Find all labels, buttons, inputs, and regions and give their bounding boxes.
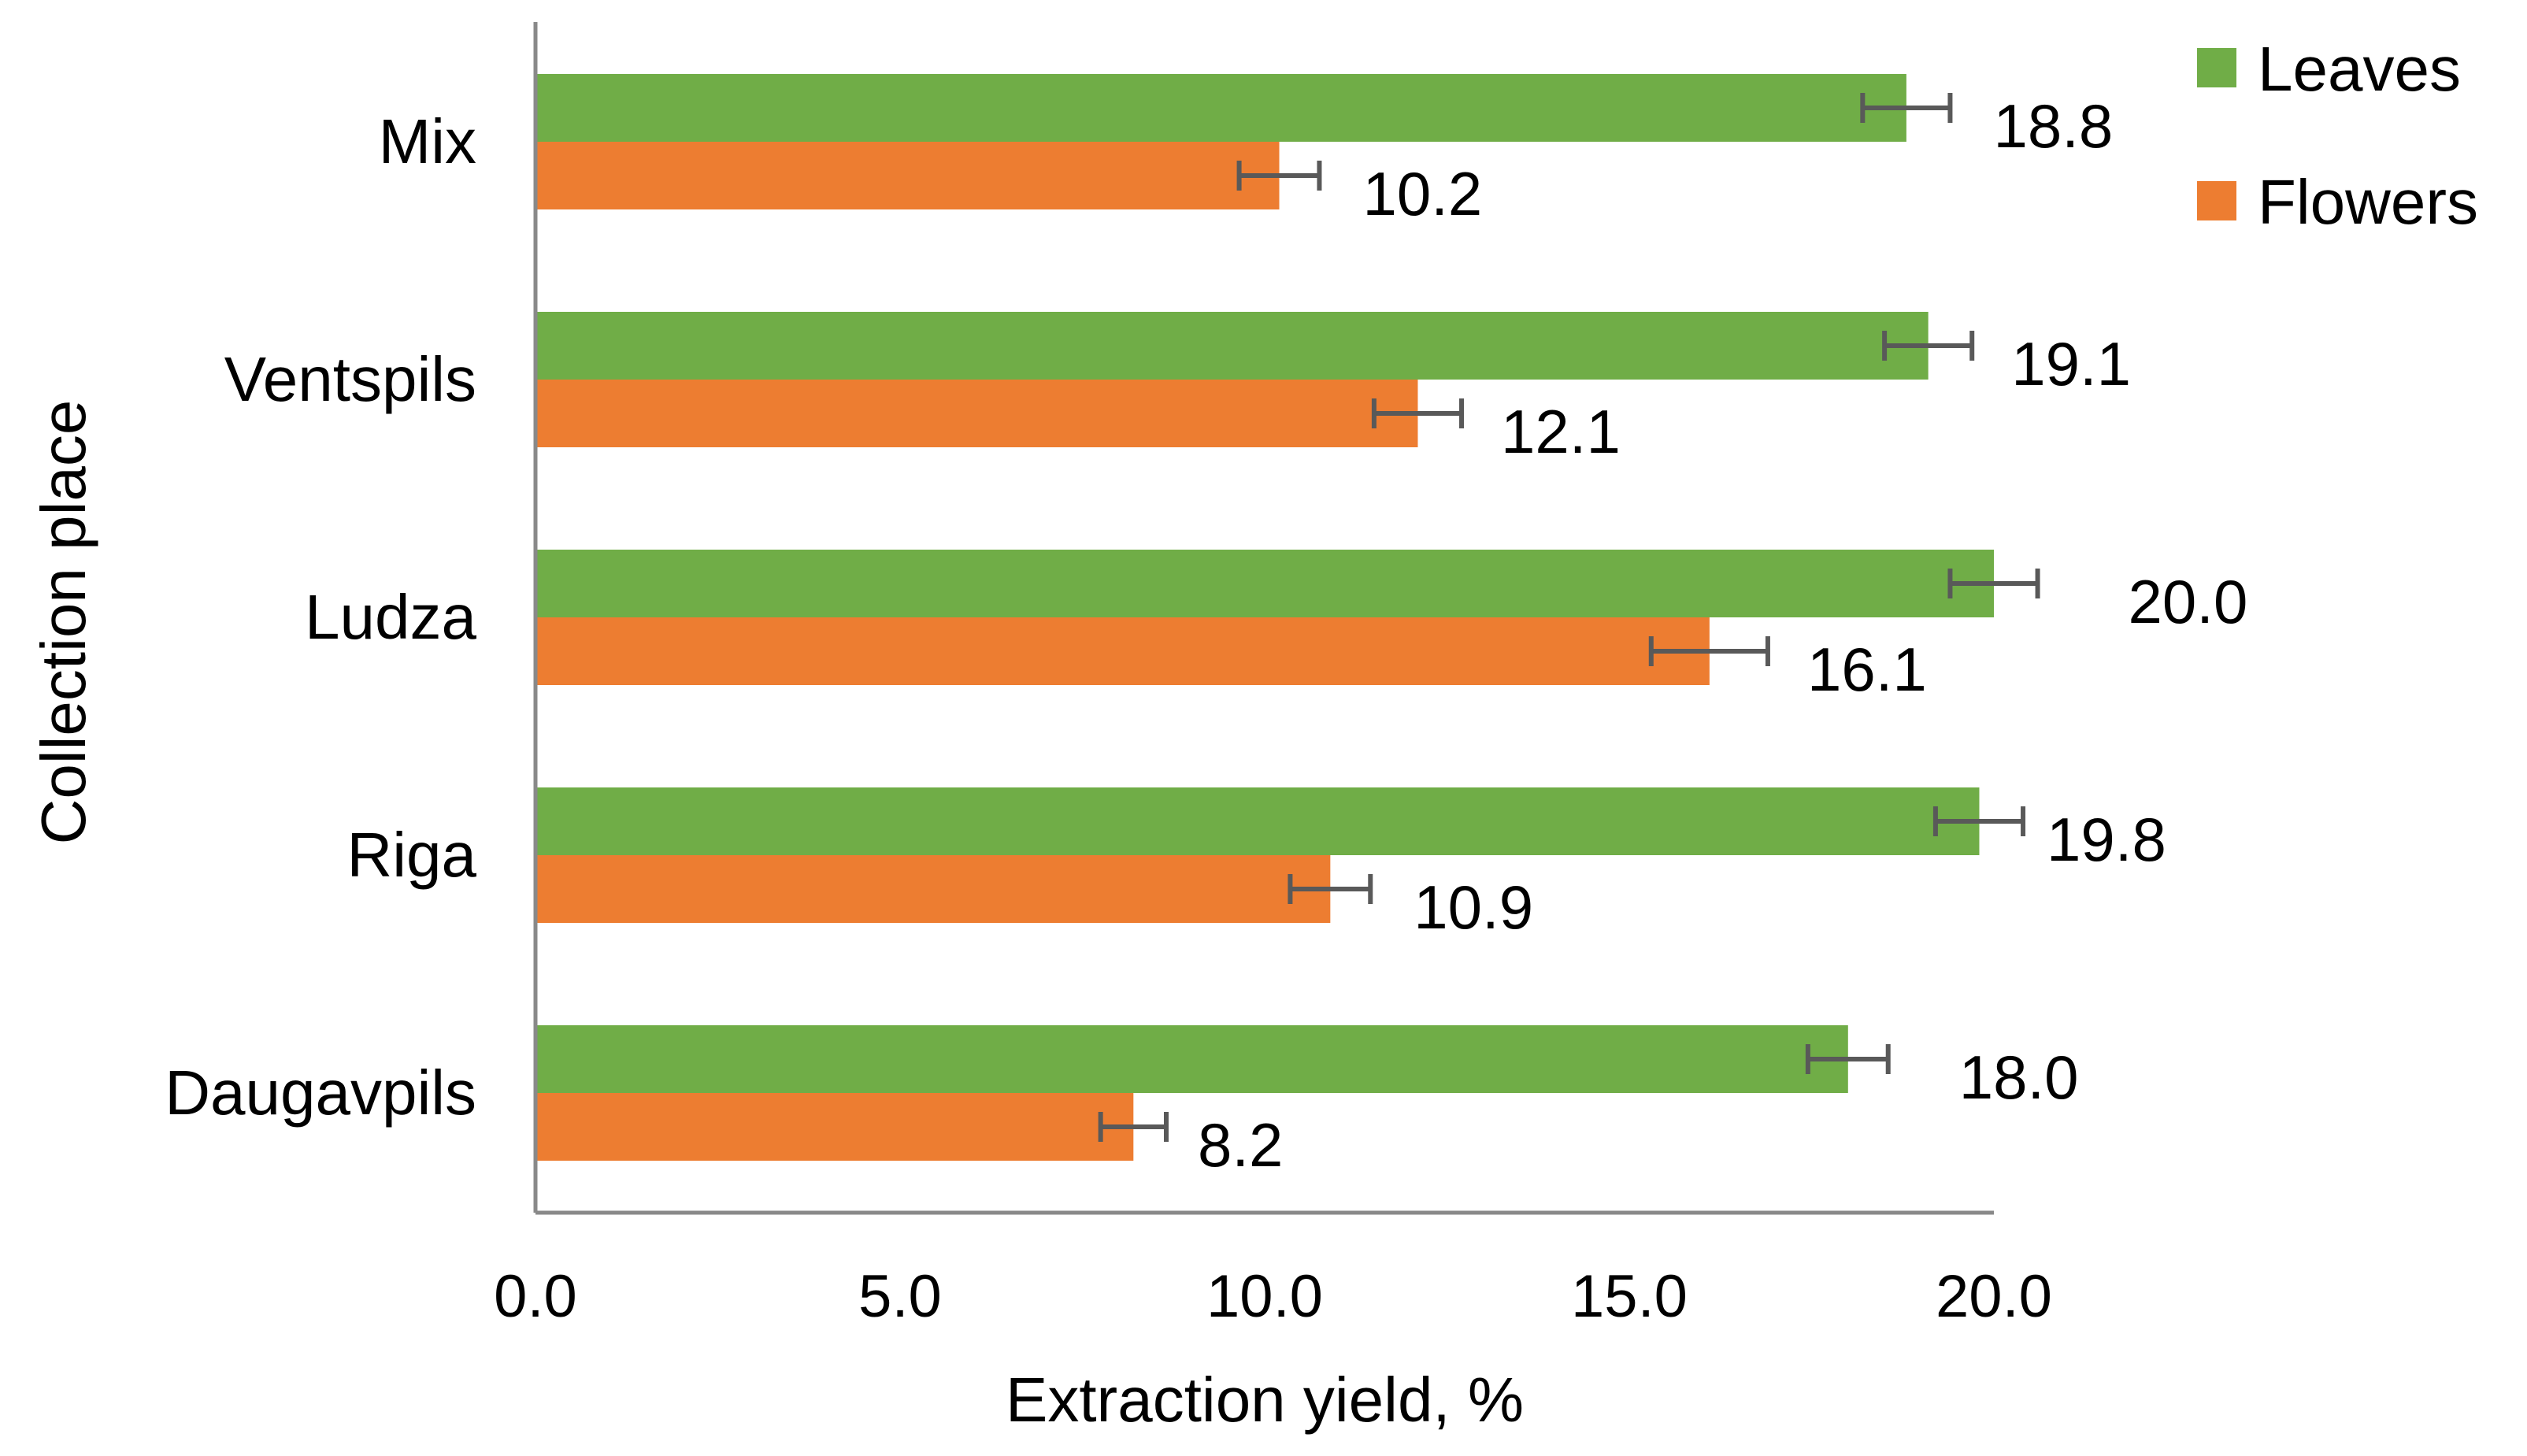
x-tick-label: 15.0: [1571, 1263, 1688, 1330]
data-label-flowers: 12.1: [1501, 397, 1621, 466]
x-tick-label: 10.0: [1206, 1263, 1323, 1330]
x-tick-label: 5.0: [858, 1263, 942, 1330]
data-label-leaves: 18.8: [1993, 91, 2113, 161]
legend-label: Flowers: [2258, 167, 2478, 237]
data-label-leaves: 20.0: [2129, 567, 2248, 636]
legend-swatch: [2197, 48, 2236, 87]
y-axis-title: Collection place: [28, 400, 98, 845]
legend-swatch: [2197, 181, 2236, 220]
error-bar-flowers: [1648, 636, 1770, 666]
error-bar-leaves: [1932, 806, 2026, 836]
x-tick-label: 0.0: [494, 1263, 577, 1330]
category-label: Riga: [346, 820, 476, 890]
category-label: Ludza: [305, 582, 476, 652]
error-bar-flowers: [1288, 874, 1373, 904]
labels-layer: Mix 18.8 10.2 Ventspils 19.1 12.1 Ludza 20.0 16.…: [28, 91, 2247, 1435]
legend-label: Leaves: [2258, 34, 2461, 104]
error-bars-layer: [1098, 93, 2040, 1142]
data-label-flowers: 10.2: [1362, 159, 1482, 228]
bar-leaves: [535, 74, 1906, 142]
category-label: Daugavpils: [165, 1058, 476, 1128]
bar-flowers: [535, 855, 1331, 923]
legend: Leaves Flowers: [2197, 34, 2478, 237]
bar-flowers: [535, 142, 1280, 209]
data-label-flowers: 16.1: [1807, 635, 1927, 704]
error-bar-leaves: [1882, 331, 1975, 361]
data-label-leaves: 19.1: [2011, 329, 2131, 398]
category-label: Ventspils: [224, 344, 476, 414]
data-label-leaves: 19.8: [2047, 805, 2166, 874]
data-label-flowers: 10.9: [1414, 872, 1533, 942]
x-tick-label: 20.0: [1936, 1263, 2052, 1330]
bar-leaves: [535, 1025, 1848, 1093]
bar-flowers: [535, 380, 1418, 447]
bar-leaves: [535, 550, 1994, 617]
bars-layer: [535, 74, 1994, 1161]
error-bar-leaves: [1947, 569, 2040, 598]
bar-leaves: [535, 787, 1980, 855]
data-label-flowers: 8.2: [1198, 1110, 1283, 1180]
x-axis-title: Extraction yield, %: [1006, 1365, 1524, 1435]
data-label-leaves: 18.0: [1959, 1043, 2079, 1112]
error-bar-flowers: [1098, 1112, 1169, 1142]
axis-layer: [533, 22, 1994, 1215]
category-label: Mix: [379, 106, 476, 176]
legend-item-flowers: Flowers: [2197, 167, 2478, 237]
error-bar-flowers: [1236, 161, 1322, 191]
error-bar-leaves: [1805, 1044, 1891, 1074]
error-bar-leaves: [1860, 93, 1953, 123]
bar-leaves: [535, 312, 1929, 380]
error-bar-flowers: [1371, 398, 1465, 428]
bar-flowers: [535, 1093, 1134, 1161]
legend-item-leaves: Leaves: [2197, 34, 2461, 104]
bar-flowers: [535, 617, 1710, 685]
